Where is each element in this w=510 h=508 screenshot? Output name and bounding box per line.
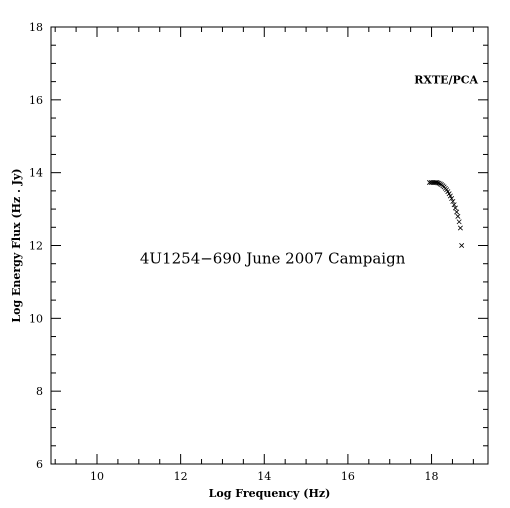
y-tick-label: 12 <box>29 240 43 253</box>
y-tick-label: 8 <box>36 385 43 398</box>
data-point <box>455 213 461 219</box>
data-point <box>452 205 458 211</box>
data-point <box>450 198 456 204</box>
data-point <box>457 225 463 231</box>
data-point <box>449 196 455 202</box>
data-point <box>454 209 460 215</box>
axis-tick-labels: 10 12 14 16 18 6 8 10 12 14 16 18 <box>29 21 439 483</box>
data-point <box>459 243 465 248</box>
x-axis-label: Log Frequency (Hz) <box>209 487 331 500</box>
y-axis-label: Log Energy Flux (Hz . Jy) <box>10 168 23 322</box>
y-tick-label: 16 <box>29 94 43 107</box>
x-tick-label: 12 <box>174 470 188 483</box>
data-series <box>426 180 465 248</box>
data-point <box>435 180 441 186</box>
y-tick-label: 18 <box>29 21 43 34</box>
x-tick-label: 16 <box>341 470 355 483</box>
data-point <box>447 193 453 199</box>
x-tick-label: 10 <box>90 470 104 483</box>
x-tick-label: 18 <box>425 470 439 483</box>
data-point <box>451 202 457 208</box>
plot-frame <box>50 26 489 465</box>
axis-ticks <box>51 26 488 465</box>
data-point <box>456 219 462 225</box>
campaign-annotation: 4U1254−690 June 2007 Campaign <box>140 250 406 268</box>
instrument-annotation: RXTE/PCA <box>414 73 478 86</box>
y-tick-label: 14 <box>29 167 43 180</box>
y-tick-label: 6 <box>36 458 43 471</box>
y-tick-label: 10 <box>29 312 43 325</box>
x-tick-label: 14 <box>257 470 271 483</box>
